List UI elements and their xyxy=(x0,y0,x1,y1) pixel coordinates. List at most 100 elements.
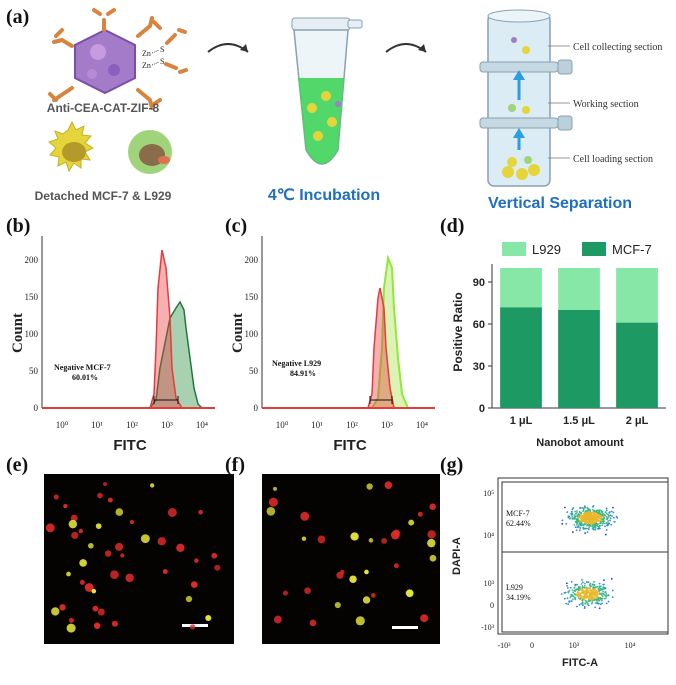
cell-dot xyxy=(282,590,289,596)
g-dot xyxy=(594,591,597,593)
g-dot xyxy=(602,520,605,523)
d-xtick-0: 1 μL xyxy=(510,415,533,427)
g-dot xyxy=(576,583,578,586)
g-dot xyxy=(571,598,574,601)
g-dot xyxy=(599,516,602,518)
panel-f-fluorescence-image xyxy=(262,474,440,644)
g-dot xyxy=(602,593,605,595)
g-dot xyxy=(605,593,608,595)
d-ylabel: Positive Ratio xyxy=(451,292,465,371)
g-dot xyxy=(561,519,564,522)
b-annotation-pct: 60.01% xyxy=(72,373,98,382)
g-dot xyxy=(573,586,576,589)
g-dot xyxy=(581,597,584,600)
g-dot xyxy=(603,579,605,582)
c-ytick-4: 200 xyxy=(245,255,259,265)
panel-label-d: (d) xyxy=(440,215,465,237)
g-dot xyxy=(616,516,619,519)
g-dot xyxy=(602,590,605,593)
g-dot xyxy=(561,523,564,525)
cell-dot xyxy=(317,535,326,544)
g-dot xyxy=(593,596,596,599)
g-gate-bottom-name: L929 xyxy=(506,583,523,592)
l929-cell-illustration xyxy=(128,130,172,174)
g-dot xyxy=(605,507,608,510)
g-dot xyxy=(592,513,595,515)
g-dot xyxy=(600,597,603,600)
g-dot xyxy=(593,580,595,583)
g-dot xyxy=(597,523,599,526)
g-dot xyxy=(583,595,585,598)
g-dot xyxy=(587,604,590,607)
g-dot xyxy=(563,597,566,600)
g-dot xyxy=(574,510,577,513)
g-dot xyxy=(601,518,603,521)
g-dot xyxy=(584,513,587,516)
g-dot xyxy=(588,517,591,520)
g-dot xyxy=(569,586,572,589)
cell-dot xyxy=(408,519,415,526)
b-ytick-2: 100 xyxy=(25,329,39,339)
g-dot xyxy=(593,510,596,513)
g-dot xyxy=(591,593,594,596)
g-dot xyxy=(607,594,610,597)
g-dot xyxy=(587,507,590,510)
g-dot xyxy=(596,591,599,594)
g-dot xyxy=(585,596,588,599)
g-dot xyxy=(609,519,612,522)
g-dot xyxy=(593,520,596,523)
d-bar-mcf-7-1 xyxy=(558,310,600,408)
g-dot xyxy=(601,524,604,527)
g-dot xyxy=(599,596,602,599)
b-ytick-3: 150 xyxy=(25,292,39,302)
d-legend-swatch-1 xyxy=(582,242,606,256)
g-dot xyxy=(613,521,616,523)
g-dot xyxy=(596,601,599,604)
g-dot xyxy=(590,511,593,514)
g-dot xyxy=(569,517,572,519)
g-dot xyxy=(590,594,592,597)
d-ytick-1: 30 xyxy=(473,361,485,373)
g-dot xyxy=(593,583,596,586)
g-dot xyxy=(577,585,580,588)
f-scale-bar xyxy=(392,626,418,629)
g-dot xyxy=(598,526,600,529)
g-dot xyxy=(587,597,590,600)
g-dot xyxy=(580,512,583,514)
cell-dot xyxy=(107,497,113,503)
g-dot xyxy=(581,579,583,581)
g-dot xyxy=(595,515,598,518)
g-dot xyxy=(586,524,588,527)
cell-dot xyxy=(78,528,84,534)
g-dot xyxy=(589,524,592,527)
g-dot xyxy=(607,600,610,603)
g-dot xyxy=(597,509,600,512)
cell-dot xyxy=(309,619,317,627)
cell-dot xyxy=(45,523,55,533)
g-dot xyxy=(579,527,582,529)
g-dot xyxy=(587,528,590,531)
g-dot xyxy=(584,584,586,587)
cell-dot xyxy=(68,617,74,623)
g-dot xyxy=(598,586,601,589)
cell-dot xyxy=(370,592,376,598)
g-dot xyxy=(587,591,589,594)
cell-dot xyxy=(189,624,196,630)
g-dot xyxy=(610,510,613,513)
g-dot xyxy=(594,602,597,605)
d-ytick-0: 0 xyxy=(479,403,485,415)
g-dot xyxy=(567,590,570,593)
b-ytick-4: 200 xyxy=(25,255,39,265)
g-dot xyxy=(571,594,573,597)
g-dot xyxy=(566,584,569,587)
g-dot xyxy=(577,593,580,596)
d-legend-label-1: MCF-7 xyxy=(612,242,652,257)
cell-dot xyxy=(362,596,371,604)
g-dot xyxy=(578,510,581,513)
cell-dot xyxy=(71,531,79,540)
g-dot xyxy=(584,602,587,605)
d-xtick-1: 1.5 μL xyxy=(563,415,595,427)
g-dot xyxy=(572,506,575,509)
g-scatter-dots xyxy=(560,504,619,610)
c-ylabel: Count xyxy=(230,313,246,353)
